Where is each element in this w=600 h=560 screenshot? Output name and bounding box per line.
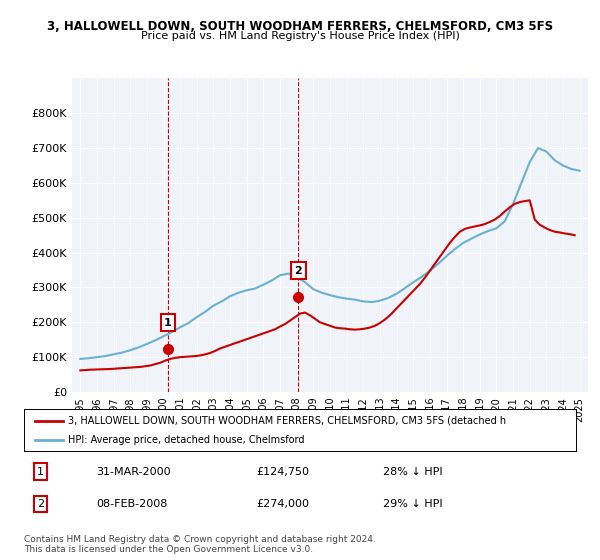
- Text: 1: 1: [164, 318, 172, 328]
- Text: 2: 2: [295, 265, 302, 276]
- Text: 2: 2: [37, 499, 44, 509]
- Text: 3, HALLOWELL DOWN, SOUTH WOODHAM FERRERS, CHELMSFORD, CM3 5FS: 3, HALLOWELL DOWN, SOUTH WOODHAM FERRERS…: [47, 20, 553, 32]
- Text: £124,750: £124,750: [256, 467, 309, 477]
- Text: Price paid vs. HM Land Registry's House Price Index (HPI): Price paid vs. HM Land Registry's House …: [140, 31, 460, 41]
- Text: 1: 1: [37, 467, 44, 477]
- Text: 31-MAR-2000: 31-MAR-2000: [96, 467, 170, 477]
- Text: 29% ↓ HPI: 29% ↓ HPI: [383, 499, 442, 509]
- Text: 3, HALLOWELL DOWN, SOUTH WOODHAM FERRERS, CHELMSFORD, CM3 5FS (detached h: 3, HALLOWELL DOWN, SOUTH WOODHAM FERRERS…: [68, 416, 506, 426]
- Text: £274,000: £274,000: [256, 499, 309, 509]
- Text: HPI: Average price, detached house, Chelmsford: HPI: Average price, detached house, Chel…: [68, 435, 305, 445]
- Text: 28% ↓ HPI: 28% ↓ HPI: [383, 467, 442, 477]
- Text: 08-FEB-2008: 08-FEB-2008: [96, 499, 167, 509]
- Text: Contains HM Land Registry data © Crown copyright and database right 2024.
This d: Contains HM Land Registry data © Crown c…: [24, 535, 376, 554]
